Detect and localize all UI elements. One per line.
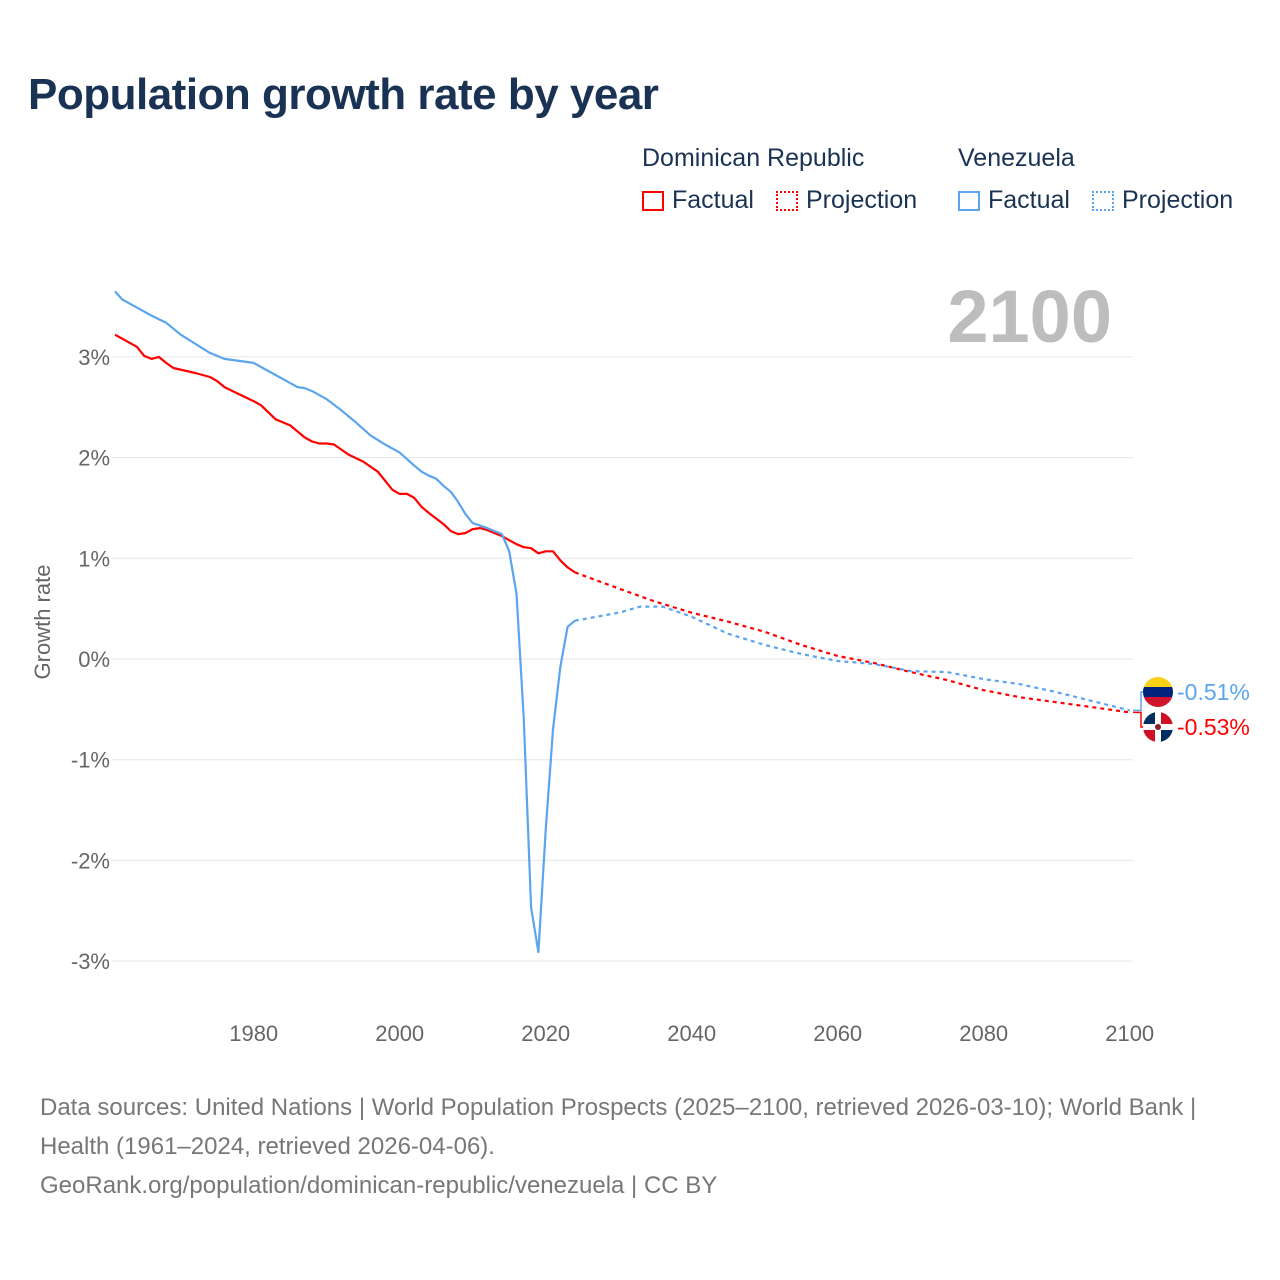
x-tick-label: 2040 bbox=[667, 1021, 716, 1046]
data-sources: Data sources: United Nations | World Pop… bbox=[40, 1094, 1197, 1160]
x-tick-label: 2020 bbox=[521, 1021, 570, 1046]
legend-item-dr-projection[interactable]: Projection bbox=[776, 186, 917, 215]
y-tick-label: 2% bbox=[78, 446, 110, 471]
legend-item-ve-projection[interactable]: Projection bbox=[1092, 186, 1233, 215]
attribution-link[interactable]: GeoRank.org/population/dominican-republi… bbox=[40, 1172, 718, 1199]
flag-stripe bbox=[1143, 687, 1173, 697]
flag-stripe bbox=[1143, 677, 1173, 687]
y-tick-label: 3% bbox=[78, 345, 110, 370]
legend-label: Projection bbox=[806, 186, 918, 214]
series-line-venezuela-factual bbox=[114, 290, 576, 954]
footer: Data sources: United Nations | World Pop… bbox=[40, 1088, 1240, 1205]
flag-quarter bbox=[1143, 730, 1155, 742]
x-tick-label: 2100 bbox=[1105, 1021, 1154, 1046]
y-tick-label: -2% bbox=[71, 848, 110, 873]
legend-label: Factual bbox=[988, 186, 1070, 214]
series-line-venezuela-projection bbox=[574, 605, 1130, 712]
flag bbox=[1143, 677, 1173, 707]
series-line-dominican-republic-projection bbox=[574, 571, 1130, 714]
x-tick-label: 2060 bbox=[813, 1021, 862, 1046]
legend-item-dr-factual[interactable]: Factual bbox=[642, 186, 754, 215]
legend-swatch-solid-icon bbox=[642, 190, 664, 211]
legend-swatch-dotted-icon bbox=[1092, 190, 1114, 211]
flag-stripe bbox=[1143, 697, 1173, 707]
dominican-republic-flag-icon bbox=[1143, 712, 1173, 742]
legend-group-dominican-republic: Dominican Republic bbox=[642, 144, 865, 172]
legend-item-ve-factual[interactable]: Factual bbox=[958, 186, 1070, 215]
y-tick-label: 0% bbox=[78, 647, 110, 672]
y-tick-label: 1% bbox=[78, 546, 110, 571]
legend-swatch-solid-icon bbox=[958, 190, 980, 211]
legend-label: Factual bbox=[672, 186, 754, 214]
series-line-dominican-republic-factual bbox=[114, 333, 576, 574]
legend-group-venezuela: Venezuela bbox=[958, 144, 1075, 172]
flag-quarter bbox=[1161, 712, 1173, 724]
flag-emblem bbox=[1155, 724, 1161, 730]
y-tick-label: -1% bbox=[71, 748, 110, 773]
chart-title: Population growth rate by year bbox=[28, 70, 659, 119]
x-tick-label: 1980 bbox=[229, 1021, 278, 1046]
flag bbox=[1143, 712, 1173, 742]
year-label: 2100 bbox=[947, 275, 1112, 358]
end-value-label: -0.51% bbox=[1177, 679, 1250, 705]
legend-label: Projection bbox=[1122, 186, 1234, 214]
legend-swatch-dotted-icon bbox=[776, 190, 798, 211]
y-axis-label: Growth rate bbox=[30, 565, 55, 680]
x-tick-label: 2080 bbox=[959, 1021, 1008, 1046]
y-tick-label: -3% bbox=[71, 949, 110, 974]
flag-quarter bbox=[1161, 730, 1173, 742]
venezuela-flag-icon bbox=[1143, 677, 1173, 707]
flag-quarter bbox=[1143, 712, 1155, 724]
end-value-label: -0.53% bbox=[1177, 714, 1250, 740]
x-tick-label: 2000 bbox=[375, 1021, 424, 1046]
